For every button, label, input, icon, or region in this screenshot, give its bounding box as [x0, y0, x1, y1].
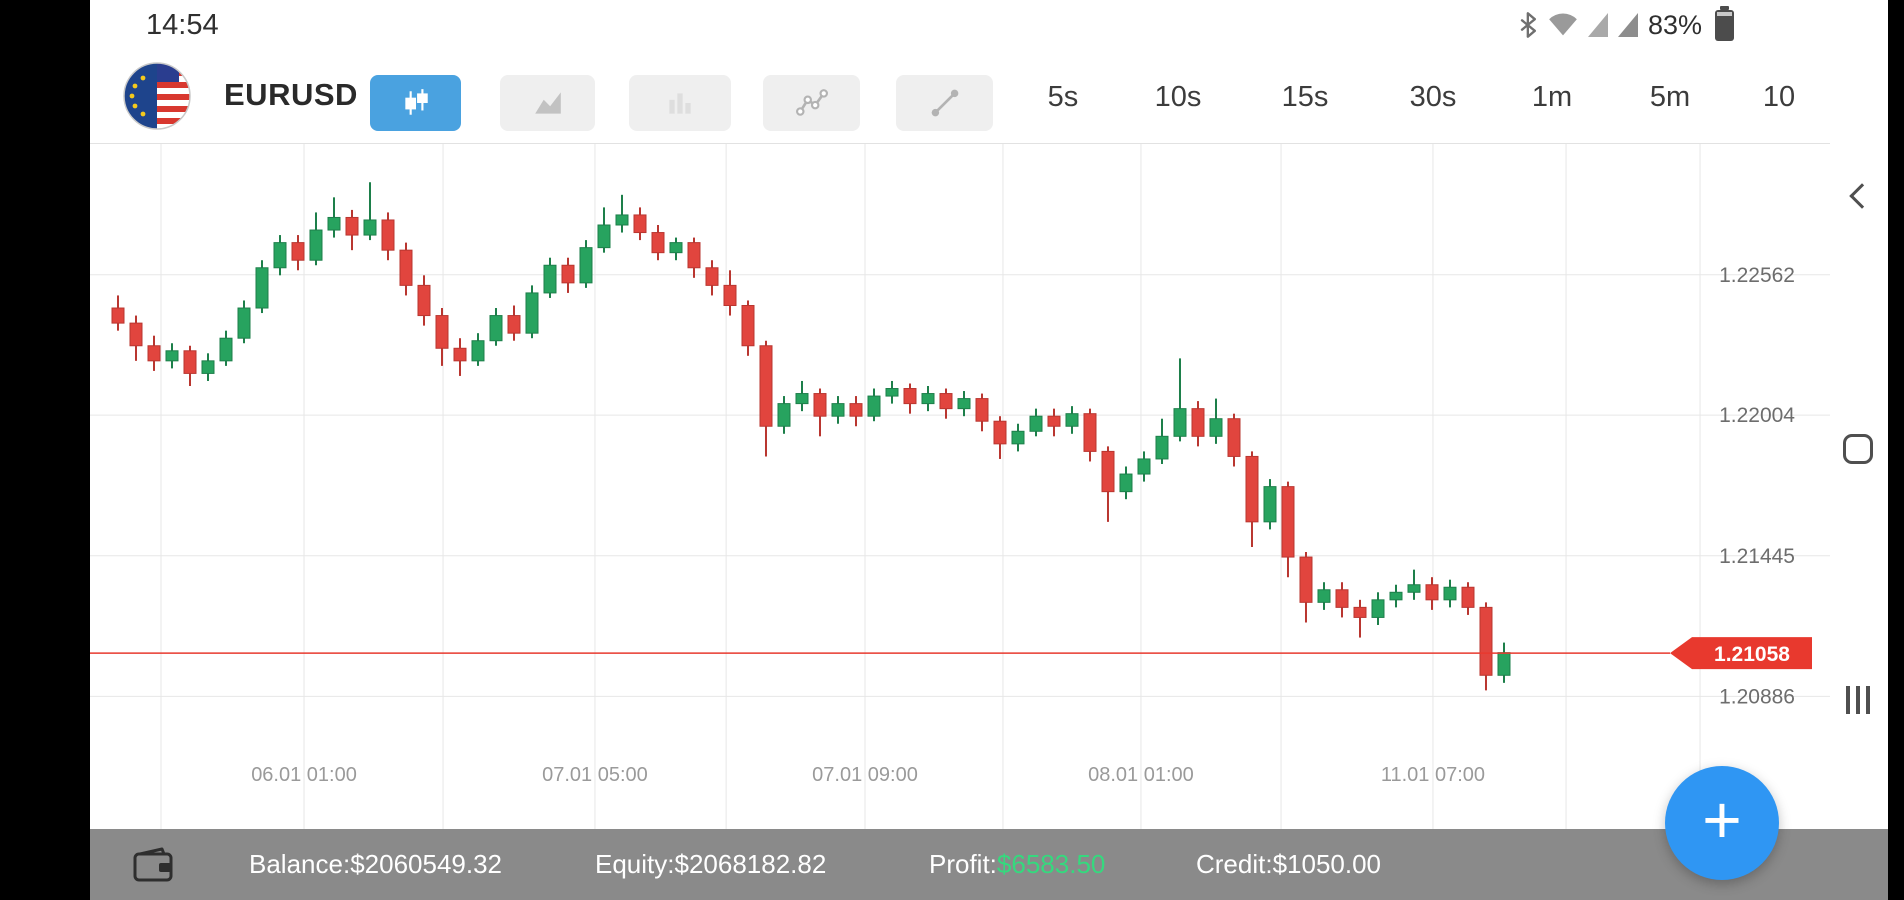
line-chart-icon	[795, 89, 828, 116]
line-chart-button[interactable]	[763, 75, 860, 131]
battery-percent-text: 83%	[1648, 9, 1703, 40]
svg-text:1.22562: 1.22562	[1719, 264, 1795, 287]
wifi-icon	[1549, 13, 1577, 36]
time-axis-labels: 06.01 01:00 07.01 05:00 07.01 09:00 08.01 0…	[251, 764, 1485, 786]
back-icon	[1849, 183, 1875, 209]
status-bar: 14:54 83%	[90, 0, 1888, 50]
candlestick-chart-icon	[404, 89, 428, 115]
timeframe-5s[interactable]: 5s	[1047, 81, 1079, 113]
clock-text: 14:54	[146, 9, 219, 41]
nav-home-button[interactable]	[1832, 423, 1884, 475]
eurusd-flag-icon[interactable]	[123, 62, 191, 130]
candles	[111, 182, 1511, 691]
equity-text: Equity:$2068182.82	[595, 849, 827, 879]
credit-text: Credit:$1050.00	[1196, 849, 1382, 879]
timeframe-10s[interactable]: 10s	[1154, 81, 1202, 113]
timeframe-30s[interactable]: 30s	[1409, 81, 1457, 113]
recents-icon	[1846, 686, 1870, 714]
plus-icon: +	[1702, 782, 1742, 858]
timeframe-10m[interactable]: 10	[1762, 81, 1796, 113]
candlestick-chart: 06.01 01:00 07.01 05:00 07.01 09:00 08.01 0…	[90, 144, 1830, 829]
signal-icon	[1618, 13, 1638, 37]
nav-back-button[interactable]	[1832, 170, 1884, 222]
svg-text:1.22004: 1.22004	[1719, 404, 1795, 427]
svg-text:1.21445: 1.21445	[1719, 545, 1795, 568]
right-bezel	[1888, 0, 1904, 900]
svg-text:11.01 07:00: 11.01 07:00	[1381, 764, 1485, 786]
battery-icon	[1715, 5, 1735, 41]
signal-icon	[1588, 13, 1608, 37]
current-price-tag	[1670, 637, 1812, 670]
nav-recents-button[interactable]	[1832, 674, 1884, 726]
account-bar: Balance:$2060549.32 Equity:$2068182.82 P…	[90, 829, 1904, 900]
chart-grid	[90, 144, 1830, 829]
bluetooth-icon	[1520, 12, 1536, 38]
left-bezel	[0, 0, 90, 900]
price-axis-labels: 1.22562 1.22004 1.21445 1.20886	[1719, 264, 1795, 709]
chart-toolbar: EURUSD	[90, 50, 1888, 143]
timeframe-15s[interactable]: 15s	[1281, 81, 1329, 113]
timeframe-1m[interactable]: 1m	[1531, 81, 1573, 113]
svg-text:07.01 05:00: 07.01 05:00	[542, 764, 648, 786]
timeframe-5m[interactable]: 5m	[1649, 81, 1691, 113]
home-icon	[1843, 434, 1873, 464]
svg-text:1.20886: 1.20886	[1719, 685, 1795, 708]
svg-text:08.01 01:00: 08.01 01:00	[1088, 764, 1194, 786]
new-order-fab[interactable]: +	[1665, 766, 1779, 880]
balance-text: Balance:$2060549.32	[249, 849, 503, 879]
svg-text:06.01 01:00: 06.01 01:00	[251, 764, 357, 786]
chart-area[interactable]: 06.01 01:00 07.01 05:00 07.01 09:00 08.01 0…	[90, 143, 1830, 829]
bar-chart-button[interactable]	[629, 75, 731, 131]
profit-text: Profit:$6583.50	[929, 849, 1106, 879]
candlestick-chart-button[interactable]	[370, 75, 461, 131]
wallet-icon	[132, 846, 174, 884]
bar-chart-icon	[669, 93, 691, 114]
svg-text:1.21058: 1.21058	[1714, 643, 1790, 666]
svg-text:07.01 09:00: 07.01 09:00	[812, 764, 918, 786]
symbol-name[interactable]: EURUSD	[224, 77, 358, 112]
area-chart-icon	[534, 92, 561, 114]
trendline-button[interactable]	[896, 75, 993, 131]
area-chart-button[interactable]	[500, 75, 595, 131]
trendline-icon	[931, 89, 958, 117]
status-icons: 83%	[1520, 5, 1735, 44]
